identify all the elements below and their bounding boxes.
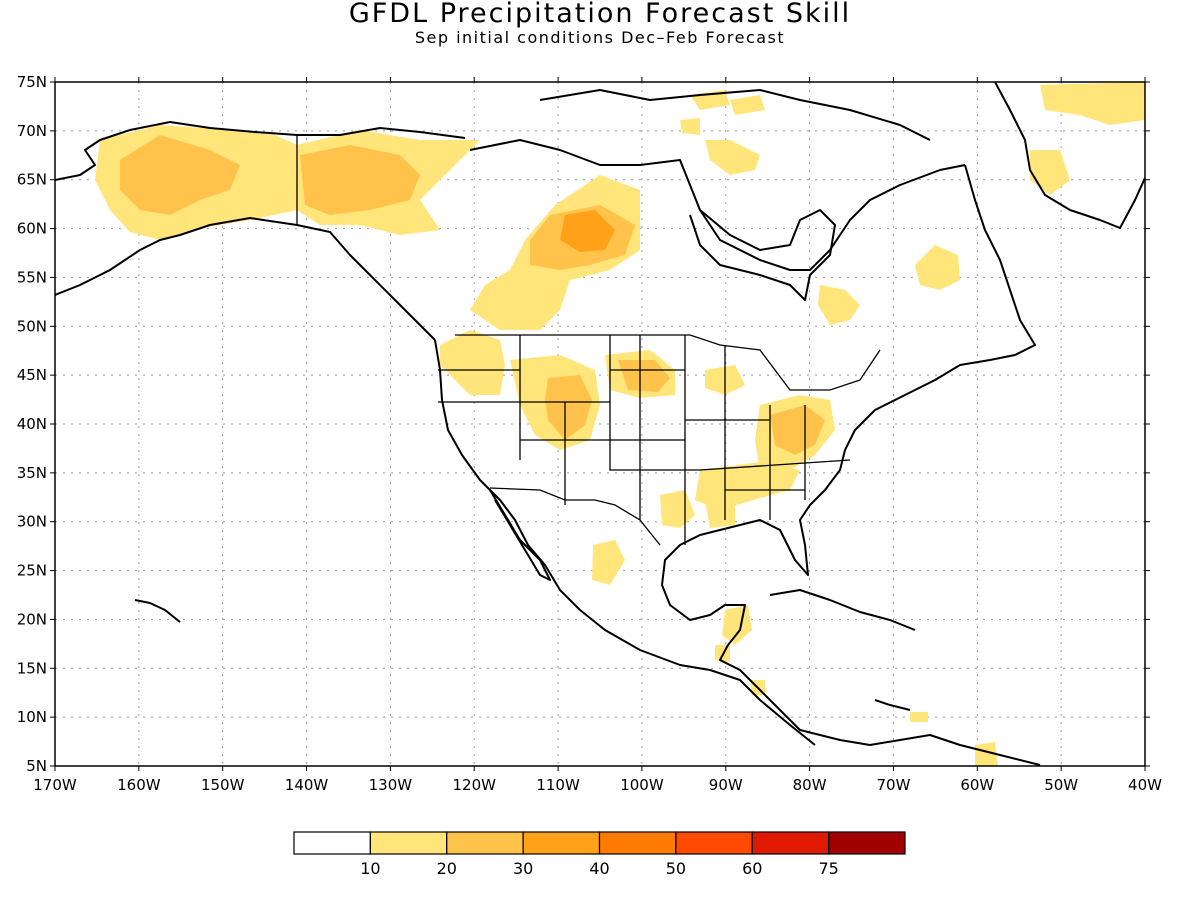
lat-tick-label: 50N	[17, 317, 47, 335]
lon-tick-label: 110W	[536, 776, 580, 794]
colorbar-label: 30	[513, 859, 533, 878]
skill-region-dakotas-core	[618, 360, 670, 392]
skill-region-southeast	[695, 462, 800, 510]
skill-shading	[95, 82, 1145, 766]
skill-region-labrador	[915, 245, 960, 290]
lon-tick-label: 130W	[369, 776, 413, 794]
lat-tick-label: 5N	[26, 757, 47, 775]
colorbar-label: 60	[742, 859, 762, 878]
lon-tick-label: 40W	[1128, 776, 1162, 794]
lat-tick-label: 20N	[17, 610, 47, 628]
colorbar-swatch	[598, 831, 677, 855]
lon-tick-label: 120W	[452, 776, 496, 794]
colorbar-label: 40	[589, 859, 609, 878]
skill-region-alaska-core	[120, 135, 240, 215]
colorbar-swatch	[828, 831, 906, 855]
lat-tick-label: 40N	[17, 415, 47, 433]
skill-region-texas	[660, 490, 695, 528]
lat-tick-label: 75N	[17, 73, 47, 91]
skill-region-canada-peak	[560, 210, 615, 252]
lon-tick-label: 100W	[620, 776, 664, 794]
lat-tick-label: 10N	[17, 708, 47, 726]
lon-axis: 170W 160W 150W 140W 130W 120W 110W 100W 90W 80W 70…	[33, 77, 1162, 794]
colorbar-label: 50	[666, 859, 686, 878]
lon-tick-label: 70W	[877, 776, 911, 794]
colorbar-swatch	[675, 831, 753, 855]
colorbar-label: 10	[360, 859, 380, 878]
lon-tick-label: 90W	[709, 776, 743, 794]
lat-tick-label: 45N	[17, 366, 47, 384]
lon-tick-label: 150W	[201, 776, 245, 794]
lon-tick-label: 160W	[117, 776, 161, 794]
skill-region-pnw	[440, 330, 505, 395]
coastlines	[55, 82, 1145, 766]
lat-tick-label: 70N	[17, 122, 47, 140]
colorbar-label: 75	[818, 859, 838, 878]
lat-tick-label: 65N	[17, 171, 47, 189]
skill-region-ohio-core	[770, 405, 825, 455]
political-boundaries	[296, 135, 881, 546]
skill-region-baffin	[705, 140, 760, 175]
lat-tick-label: 35N	[17, 464, 47, 482]
colorbar-swatch	[369, 831, 448, 855]
skill-region-south-america	[910, 712, 998, 766]
colorbar-label: 20	[437, 859, 457, 878]
skill-region-mexico	[592, 540, 625, 585]
colorbar-swatch	[446, 831, 524, 855]
skill-region-arctic	[680, 90, 765, 135]
skill-region-yukon-core	[300, 145, 420, 215]
lat-tick-label: 30N	[17, 513, 47, 531]
colorbar-swatch	[751, 831, 830, 855]
colorbar-swatch	[522, 831, 601, 855]
lon-tick-label: 80W	[793, 776, 827, 794]
skill-region-ontario	[818, 285, 860, 325]
lat-tick-label: 25N	[17, 562, 47, 580]
lon-tick-label: 60W	[960, 776, 994, 794]
lat-tick-label: 15N	[17, 659, 47, 677]
skill-region-rockies-core	[545, 375, 592, 440]
lat-tick-label: 55N	[17, 268, 47, 286]
lon-tick-label: 50W	[1044, 776, 1078, 794]
map-subtitle: Sep initial conditions Dec–Feb Forecast	[414, 28, 786, 47]
colorbar: 10 20 30 40 50 60 75	[293, 831, 906, 878]
lon-tick-label: 170W	[33, 776, 77, 794]
skill-region-yucatan	[722, 605, 752, 645]
lat-tick-label: 60N	[17, 220, 47, 238]
lon-tick-label: 140W	[285, 776, 329, 794]
map-title: GFDL Precipitation Forecast Skill	[348, 0, 852, 29]
skill-region-greenland-east	[1030, 150, 1070, 195]
lat-axis: 75N 70N 65N 60N 55N 50N 45N 40N 35N 30N 25N 20N 15N 1…	[17, 73, 1150, 775]
skill-region-louisiana	[705, 500, 735, 528]
skill-region-greenland	[1040, 82, 1145, 125]
colorbar-swatch	[293, 831, 371, 855]
